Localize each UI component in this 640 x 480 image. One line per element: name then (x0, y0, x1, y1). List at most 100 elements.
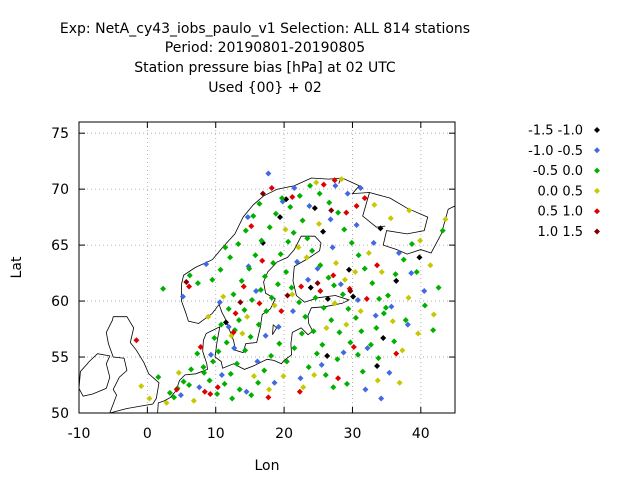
data-point-series-0 (222, 319, 229, 326)
data-point-series-0 (393, 277, 400, 284)
data-point-series-2 (155, 374, 162, 381)
data-point-series-2 (223, 339, 230, 346)
data-point-series-2 (248, 296, 255, 303)
data-point-series-3 (244, 313, 251, 320)
data-point-series-4 (214, 384, 221, 391)
data-point-series-4 (393, 350, 400, 357)
data-point-series-0 (324, 295, 331, 302)
data-point-series-1 (408, 270, 415, 277)
data-point-series-1 (177, 392, 184, 399)
legend-marker (594, 167, 600, 174)
data-point-series-2 (320, 304, 327, 311)
data-point-series-2 (256, 200, 263, 207)
plot-frame (78, 121, 456, 414)
data-point-series-3 (251, 373, 258, 380)
data-point-series-1 (327, 216, 334, 223)
data-point-series-1 (340, 349, 347, 356)
data-point-series-2 (299, 217, 306, 224)
data-point-series-0 (276, 214, 283, 221)
data-point-series-1 (404, 321, 411, 328)
data-point-series-2 (235, 317, 242, 324)
data-point-series-1 (203, 261, 210, 268)
data-point-series-4 (240, 283, 247, 290)
coastline-path (79, 353, 111, 397)
data-point-series-1 (357, 185, 364, 192)
data-point-series-1 (289, 308, 296, 315)
legend-label: 0.0 0.5 (538, 184, 583, 199)
data-point-series-3 (295, 244, 302, 251)
data-point-series-2 (336, 329, 343, 336)
data-point-series-2 (296, 299, 303, 306)
data-point-series-2 (309, 247, 316, 254)
data-point-series-4 (331, 177, 338, 184)
data-point-series-2 (347, 339, 354, 346)
data-point-series-2 (322, 371, 329, 378)
y-tick-label: 75 (51, 126, 69, 142)
data-point-series-2 (268, 352, 275, 359)
data-point-series-4 (289, 193, 296, 200)
data-point-series-2 (242, 347, 249, 354)
data-point-series-1 (271, 379, 278, 386)
data-point-series-2 (188, 366, 195, 373)
data-point-series-1 (378, 395, 385, 402)
data-point-series-0 (324, 352, 331, 359)
data-point-series-4 (353, 202, 360, 209)
data-point-series-3 (365, 249, 372, 256)
data-point-series-2 (361, 265, 368, 272)
data-point-series-0 (374, 362, 381, 369)
data-point-series-4 (350, 343, 357, 350)
data-point-series-1 (243, 388, 250, 395)
data-point-series-1 (294, 258, 301, 265)
data-point-series-2 (257, 286, 264, 293)
data-point-series-1 (395, 249, 402, 256)
coastline-path (338, 180, 341, 184)
data-point-series-2 (194, 350, 201, 357)
data-point-series-4 (197, 343, 204, 350)
data-point-series-2 (435, 284, 442, 291)
data-point-series-2 (328, 317, 335, 324)
data-point-series-1 (337, 281, 344, 288)
data-point-series-4 (335, 375, 342, 382)
data-point-series-2 (160, 285, 167, 292)
data-point-series-2 (209, 358, 216, 365)
data-point-series-1 (253, 288, 260, 295)
coastline-map (79, 177, 455, 413)
data-point-series-2 (288, 284, 295, 291)
data-point-series-5 (284, 292, 291, 299)
data-point-series-2 (385, 292, 392, 299)
data-point-series-2 (373, 324, 380, 331)
data-point-series-2 (310, 328, 317, 335)
data-point-series-2 (339, 291, 346, 298)
data-point-series-4 (207, 390, 214, 397)
data-point-series-2 (229, 395, 236, 402)
data-point-series-1 (218, 371, 225, 378)
data-point-series-3 (442, 216, 449, 223)
data-point-series-2 (376, 295, 383, 302)
data-point-series-4 (278, 308, 285, 315)
data-point-series-2 (391, 338, 398, 345)
y-axis-label: Lat (9, 256, 25, 278)
chart-title-line-3: Station pressure bias [hPa] at 02 UTC (134, 60, 396, 76)
coastline-path (181, 177, 455, 285)
data-point-series-3 (357, 308, 364, 315)
data-point-series-3 (341, 276, 348, 283)
data-point-series-3 (146, 395, 153, 402)
data-point-series-2 (180, 378, 187, 385)
data-point-series-3 (396, 379, 403, 386)
data-point-series-3 (338, 176, 345, 183)
data-point-series-3 (205, 313, 212, 320)
data-point-series-2 (319, 341, 326, 348)
data-point-series-1 (329, 244, 336, 251)
data-point-series-1 (314, 265, 321, 272)
data-point-series-2 (325, 274, 332, 281)
data-point-series-2 (201, 369, 208, 376)
data-point-series-0 (377, 225, 384, 232)
data-point-series-2 (359, 368, 366, 375)
data-point-series-0 (320, 228, 327, 235)
data-point-series-4 (173, 386, 180, 393)
data-point-series-2 (217, 266, 224, 273)
data-point-series-2 (276, 340, 283, 347)
data-point-series-2 (194, 280, 201, 287)
data-point-series-2 (246, 265, 253, 272)
